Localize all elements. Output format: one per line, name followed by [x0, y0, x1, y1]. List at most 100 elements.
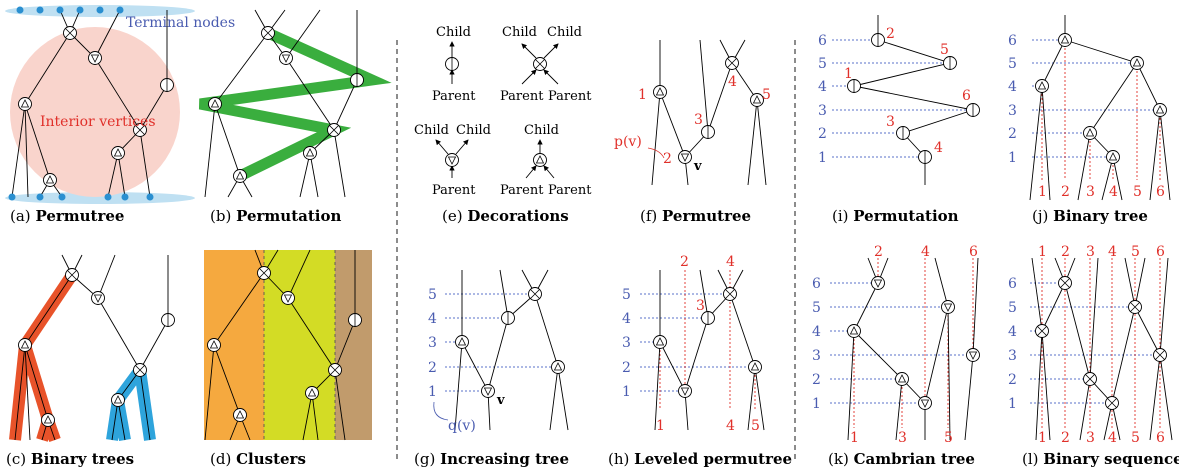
svg-text:4: 4	[728, 74, 737, 90]
svg-text:2: 2	[1008, 126, 1017, 142]
svg-text:Parent: Parent	[548, 183, 592, 198]
svg-text:2: 2	[680, 254, 689, 270]
svg-text:6: 6	[1156, 244, 1165, 260]
svg-text:4: 4	[726, 254, 735, 270]
svg-text:2: 2	[622, 360, 631, 376]
panel-g: 5 4 3 2 1 q(v) v (g) Increasing tree	[414, 269, 569, 468]
panel-k: 6 5 4 3 2 1 2 4 6 1 3 5 (k) Cambrian tre…	[812, 244, 980, 468]
svg-text:3: 3	[428, 335, 437, 351]
svg-text:4: 4	[1008, 79, 1017, 95]
panel-b: (b) Permutation	[198, 9, 392, 225]
svg-text:1: 1	[1038, 184, 1047, 200]
svg-text:6: 6	[812, 276, 821, 292]
svg-text:1: 1	[638, 87, 647, 103]
svg-text:6: 6	[1156, 430, 1165, 446]
svg-text:Child: Child	[502, 25, 537, 40]
svg-text:6: 6	[969, 244, 978, 260]
svg-text:6: 6	[818, 33, 827, 49]
panel-l: 6 5 4 3 2 1 1 2 3 4 5 6 1 2 3 4 5 6 (l) …	[1008, 244, 1179, 468]
svg-text:3: 3	[886, 114, 895, 130]
caption-g: (g) Increasing tree	[414, 450, 569, 468]
svg-text:6: 6	[1008, 276, 1017, 292]
svg-text:5: 5	[762, 87, 771, 103]
caption-c: (c) Binary trees	[6, 450, 134, 468]
svg-text:Child: Child	[547, 25, 582, 40]
panel-a: Terminal nodes Interior vertices (a) Per…	[5, 5, 235, 225]
svg-text:4: 4	[1108, 430, 1117, 446]
svg-text:2: 2	[1008, 372, 1017, 388]
svg-text:Parent: Parent	[548, 89, 592, 104]
svg-text:6: 6	[962, 88, 971, 104]
svg-text:4: 4	[921, 244, 930, 260]
caption-h: (h) Leveled permutree	[608, 450, 792, 468]
caption-d: (d) Clusters	[210, 450, 306, 468]
svg-text:p(v): p(v)	[614, 134, 642, 150]
levels-i: 6 5 4 3 2 1	[818, 33, 827, 166]
caption-f: (f) Permutree	[640, 207, 751, 225]
svg-text:4: 4	[818, 79, 827, 95]
caption-i: (i) Permutation	[832, 207, 959, 225]
svg-text:2: 2	[663, 151, 672, 167]
svg-text:5: 5	[1008, 300, 1017, 316]
panel-h: 5 4 3 2 1 2 4 3 1 4 5 (h) Leveled permut…	[608, 254, 792, 468]
svg-text:3: 3	[694, 112, 703, 128]
svg-text:3: 3	[1086, 184, 1095, 200]
caption-j: (j) Binary tree	[1032, 207, 1148, 225]
svg-text:Child: Child	[436, 25, 471, 40]
svg-text:3: 3	[818, 103, 827, 119]
svg-text:2: 2	[1061, 430, 1070, 446]
panel-d: (d) Clusters	[204, 249, 372, 468]
caption-l: (l) Binary sequence	[1022, 450, 1179, 468]
svg-text:4: 4	[622, 311, 631, 327]
svg-text:1: 1	[844, 66, 853, 82]
svg-text:5: 5	[812, 300, 821, 316]
interior-label: Interior vertices	[40, 114, 156, 130]
svg-text:Child: Child	[456, 123, 491, 138]
svg-text:5: 5	[940, 42, 949, 58]
caption-b: (b) Permutation	[210, 207, 341, 225]
svg-text:3: 3	[1086, 244, 1095, 260]
svg-text:4: 4	[934, 140, 943, 156]
svg-text:2: 2	[818, 126, 827, 142]
svg-text:3: 3	[1008, 348, 1017, 364]
svg-text:4: 4	[1108, 244, 1117, 260]
svg-text:1: 1	[1038, 244, 1047, 260]
svg-text:1: 1	[1008, 396, 1017, 412]
svg-text:5: 5	[428, 287, 437, 303]
svg-text:4: 4	[1109, 184, 1118, 200]
svg-text:5: 5	[1131, 430, 1140, 446]
svg-text:v: v	[496, 393, 505, 408]
svg-text:Child: Child	[524, 123, 559, 138]
svg-text:3: 3	[696, 298, 705, 314]
svg-text:3: 3	[898, 430, 907, 446]
svg-text:1: 1	[850, 430, 859, 446]
svg-text:3: 3	[622, 335, 631, 351]
svg-text:2: 2	[874, 244, 883, 260]
panel-f: 1 2 3 4 5 p(v) v (f) Permutree	[614, 39, 771, 225]
svg-text:2: 2	[1061, 244, 1070, 260]
svg-text:5: 5	[1131, 244, 1140, 260]
terminal-label: Terminal nodes	[126, 15, 235, 31]
svg-text:1: 1	[1038, 430, 1047, 446]
svg-text:2: 2	[886, 26, 895, 42]
svg-text:Parent: Parent	[432, 183, 476, 198]
svg-text:4: 4	[1008, 324, 1017, 340]
panel-j: 6 5 4 3 2 1 1 2 3 4 5 6 (j) Binary tree	[1008, 15, 1171, 225]
svg-text:5: 5	[944, 430, 953, 446]
caption-k: (k) Cambrian tree	[828, 450, 975, 468]
panel-i: 6 5 4 3 2 1 2 5 1 6 3 4 (i) Permutation	[818, 15, 980, 225]
svg-text:3: 3	[812, 348, 821, 364]
svg-text:1: 1	[622, 384, 631, 400]
caption-e: (e) Decorations	[442, 207, 569, 225]
svg-text:3: 3	[1008, 103, 1017, 119]
svg-text:Parent: Parent	[500, 183, 544, 198]
svg-text:1: 1	[812, 396, 821, 412]
svg-text:6: 6	[1008, 33, 1017, 49]
svg-text:Parent: Parent	[500, 89, 544, 104]
svg-text:2: 2	[428, 360, 437, 376]
svg-text:6: 6	[1156, 184, 1165, 200]
svg-text:5: 5	[1133, 184, 1142, 200]
svg-text:5: 5	[751, 418, 760, 434]
interior-region	[10, 27, 180, 197]
